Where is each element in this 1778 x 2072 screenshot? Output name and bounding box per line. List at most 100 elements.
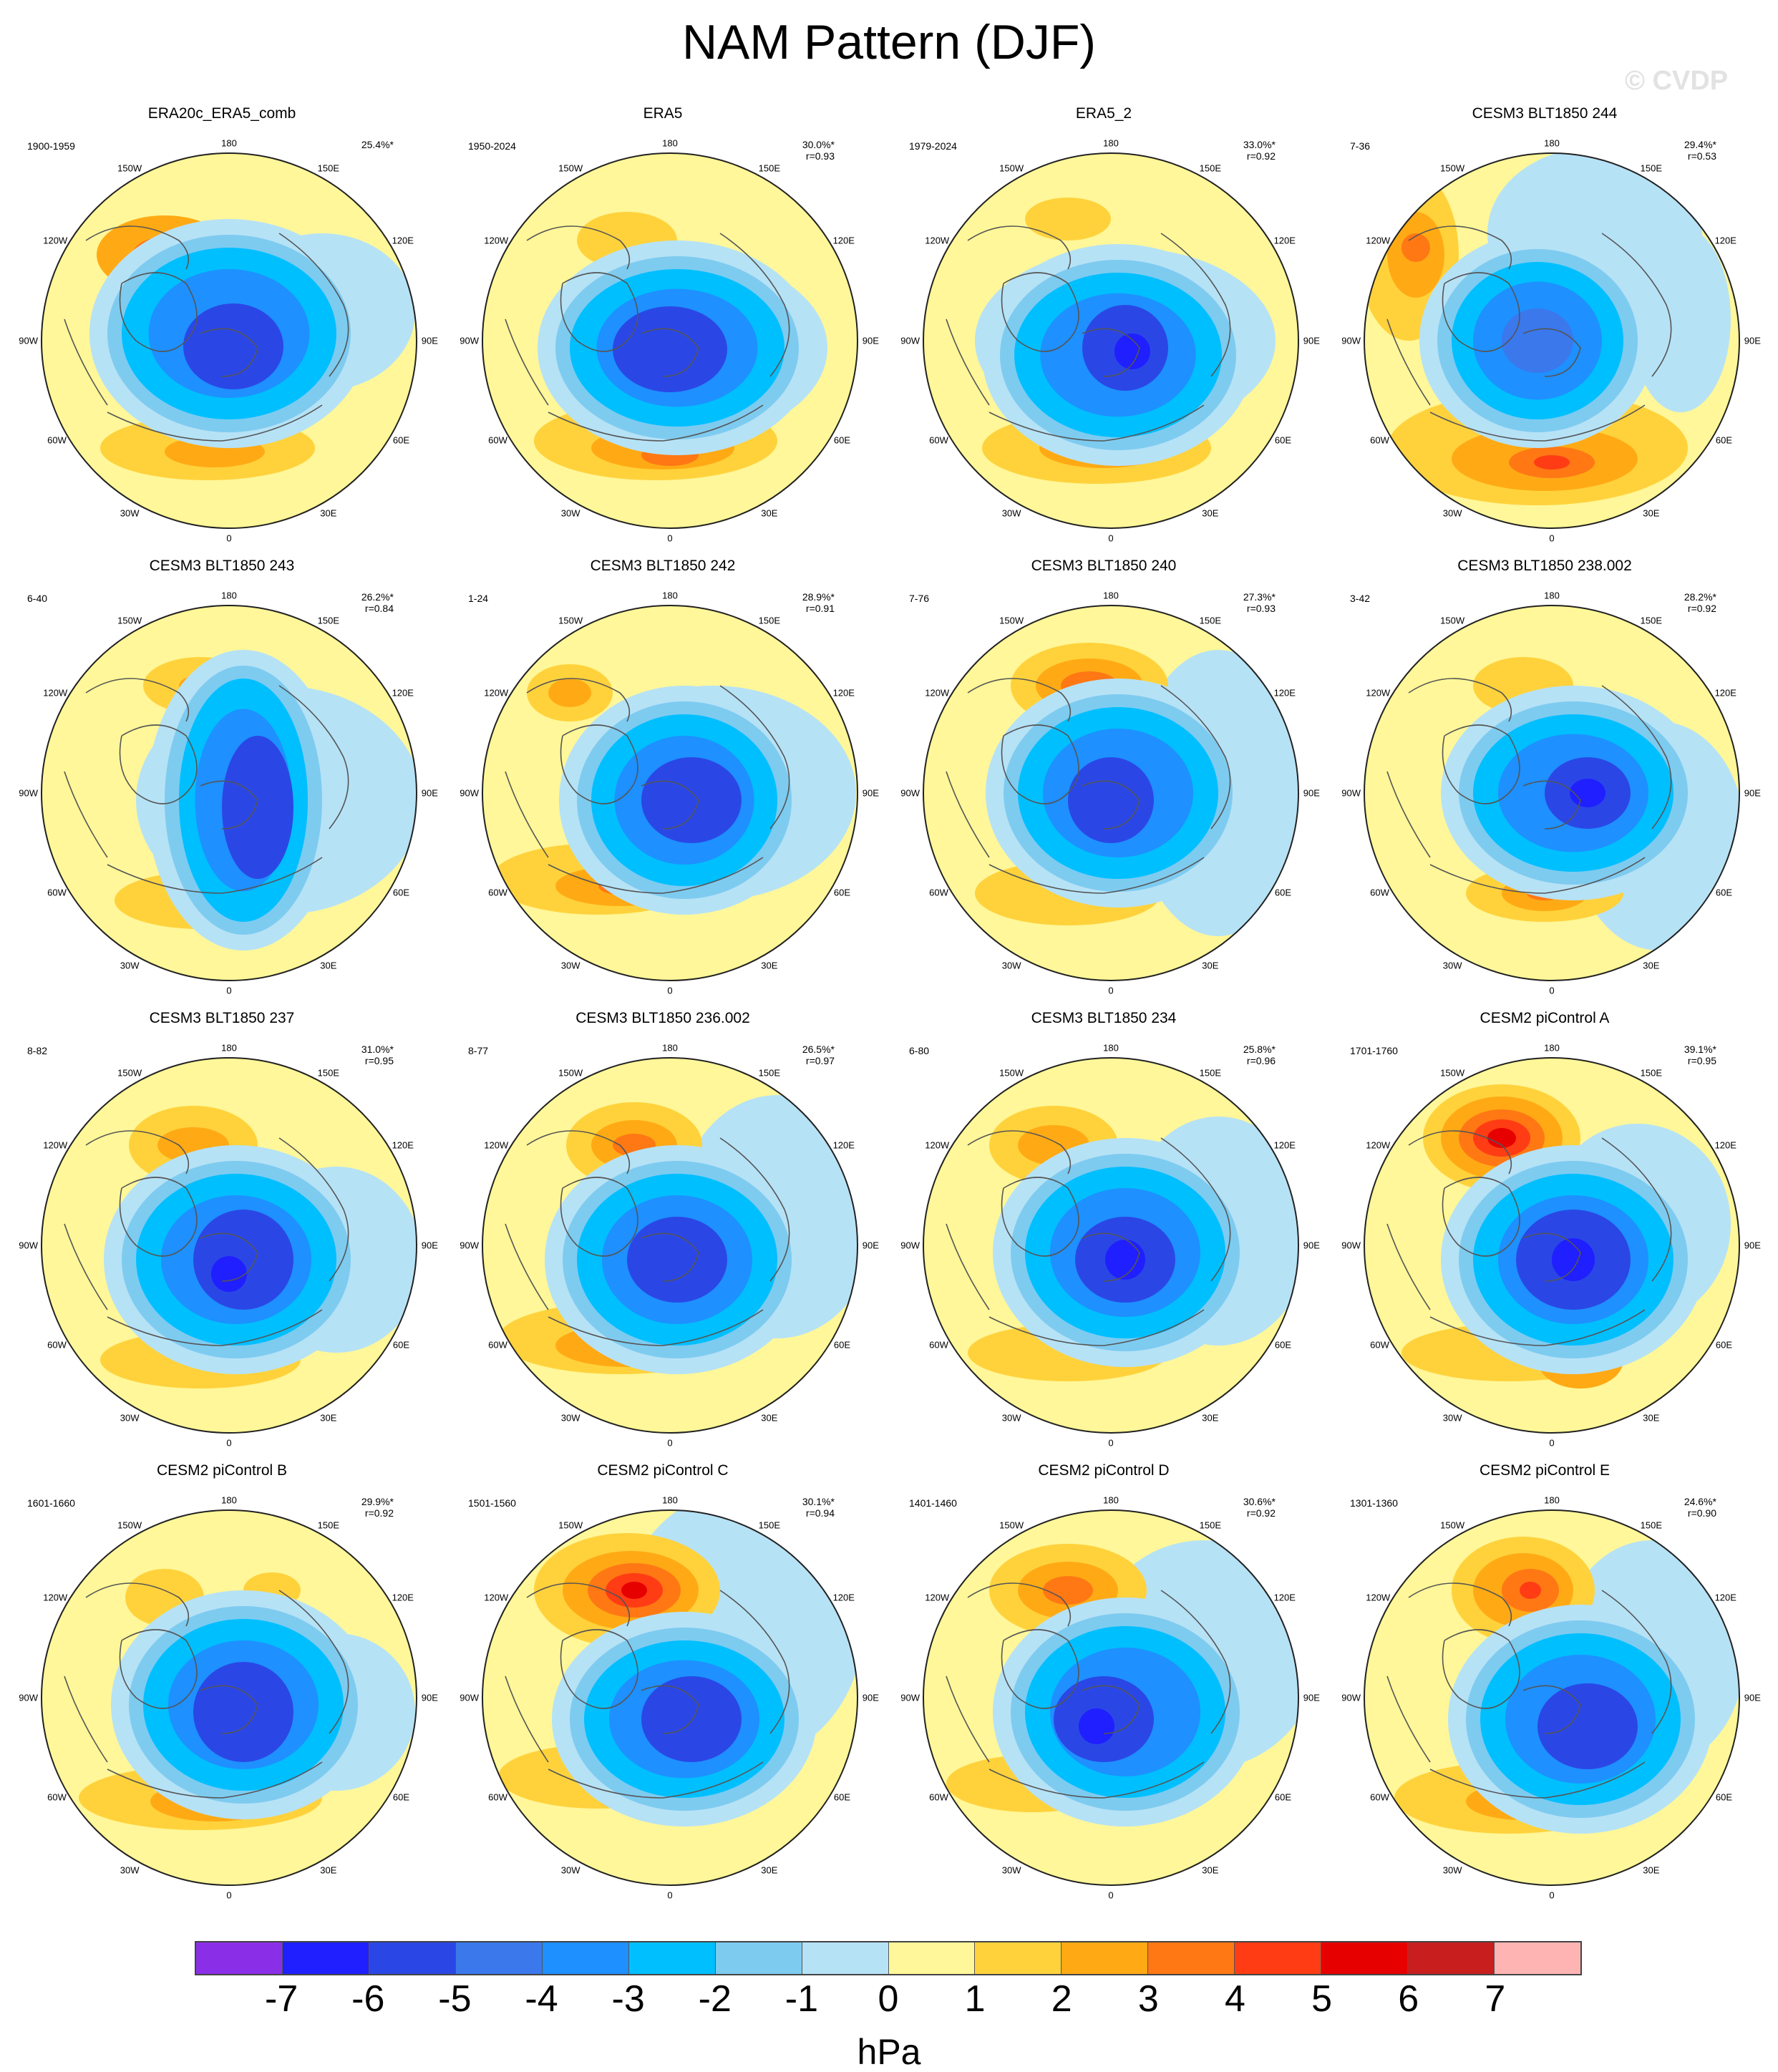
map-panel: ERA5 1950-2024 30.0%* r=0.93 180 150E 120E 90E 6…	[460, 104, 879, 544]
longitude-label: 60E	[392, 1339, 410, 1351]
coastline	[967, 678, 1072, 722]
longitude-label: 0	[1108, 1889, 1114, 1901]
panel-title: ERA20c_ERA5_comb	[147, 105, 296, 122]
colorbar-swatch	[1321, 1942, 1409, 1974]
coastline	[1082, 328, 1140, 377]
longitude-label: 60W	[1370, 1791, 1389, 1803]
coastline	[1429, 404, 1646, 442]
longitude-label: 150E	[1199, 1519, 1222, 1531]
longitude-label: 180	[221, 590, 237, 601]
coastline	[119, 1629, 198, 1709]
negative-anomaly-region	[211, 1256, 247, 1292]
longitude-label: 120W	[43, 1592, 68, 1603]
explained-variance: 39.1%*	[1684, 1044, 1716, 1055]
longitude-label: 120E	[832, 235, 855, 246]
longitude-label: 30E	[1202, 1864, 1219, 1875]
longitude-label: 90W	[460, 787, 480, 799]
panel-stats: 25.4%*	[336, 139, 394, 150]
colorbar-tick-label: 5	[1311, 1978, 1333, 2020]
longitude-label: 30E	[761, 1864, 778, 1875]
explained-variance: 26.2%*	[361, 591, 394, 603]
panel-title: ERA5	[643, 105, 683, 122]
coastline	[946, 1223, 990, 1310]
coastline	[278, 233, 349, 377]
map-boundary	[41, 1057, 417, 1434]
polar-stereographic-map	[923, 1509, 1299, 1886]
panel-stats: 30.1%* r=0.94	[777, 1496, 835, 1519]
coastline	[1522, 328, 1581, 377]
coastline	[1429, 1309, 1646, 1346]
polar-stereographic-map	[1364, 152, 1740, 529]
coastline	[1442, 1177, 1520, 1257]
longitude-label: 90W	[1341, 335, 1361, 346]
negative-anomaly-region	[222, 736, 293, 879]
explained-variance: 28.9%*	[802, 591, 835, 603]
longitude-label: 30W	[1001, 1412, 1021, 1423]
longitude-label: 120E	[1714, 1139, 1736, 1151]
longitude-label: 60E	[833, 887, 851, 898]
coastline	[560, 1177, 638, 1257]
negative-anomaly-region	[641, 757, 742, 843]
panel-period: 3-42	[1350, 593, 1371, 604]
longitude-label: 30E	[761, 960, 778, 971]
longitude-label: 150W	[117, 1067, 142, 1079]
panel-period: 7-76	[909, 593, 930, 604]
coastline	[278, 1590, 349, 1734]
map-boundary	[41, 605, 417, 981]
map-panel: CESM3 BLT1850 237 8-82 31.0%* r=0.95 180 150E…	[19, 1009, 438, 1449]
panel-stats: 33.0%* r=0.92	[1218, 139, 1276, 162]
panel-title: CESM3 BLT1850 238.002	[1457, 558, 1632, 574]
panel-stats: 30.0%* r=0.93	[777, 139, 835, 162]
panel-stats: 25.8%* r=0.96	[1218, 1044, 1276, 1066]
panel-stats: 26.5%* r=0.97	[777, 1044, 835, 1066]
coastline	[641, 780, 699, 830]
longitude-label: 90W	[900, 1240, 920, 1251]
longitude-label: 30W	[560, 1412, 580, 1423]
coastline	[719, 1137, 790, 1282]
coastline	[119, 724, 198, 804]
positive-anomaly-region	[621, 1582, 647, 1599]
longitude-label: 60E	[1715, 887, 1733, 898]
panel-period: 1979-2024	[909, 140, 957, 152]
longitude-label: 0	[226, 1889, 232, 1901]
coastline	[560, 272, 638, 352]
polar-stereographic-map	[482, 1509, 858, 1886]
longitude-label: 90W	[900, 335, 920, 346]
longitude-label: 0	[667, 1437, 673, 1449]
positive-anomaly-region	[1025, 198, 1111, 240]
coastline	[967, 1130, 1072, 1174]
longitude-label: 0	[1108, 1437, 1114, 1449]
panel-title: CESM3 BLT1850 234	[1031, 1010, 1177, 1026]
longitude-label: 150E	[758, 1067, 781, 1079]
map-panel: CESM3 BLT1850 238.002 3-42 28.2%* r=0.92 180…	[1341, 557, 1761, 996]
longitude-label: 0	[1108, 532, 1114, 544]
panel-period: 1301-1360	[1350, 1497, 1398, 1509]
explained-variance: 30.0%*	[802, 139, 835, 150]
longitude-label: 30E	[1643, 960, 1660, 971]
coastline	[548, 1761, 764, 1799]
panel-period: 1601-1660	[27, 1497, 75, 1509]
longitude-label: 0	[1549, 1889, 1555, 1901]
longitude-label: 180	[1544, 1494, 1560, 1506]
longitude-label: 150E	[758, 1519, 781, 1531]
pattern-correlation: r=0.91	[805, 603, 835, 614]
map-panel: CESM3 BLT1850 243 6-40 26.2%* r=0.84 180 150E…	[19, 557, 438, 996]
longitude-label: 60E	[833, 1791, 851, 1803]
colorbar-swatch	[1495, 1942, 1580, 1974]
colorbar-tick-label: -3	[611, 1978, 645, 2020]
panel-stats: 27.3%* r=0.93	[1218, 591, 1276, 614]
longitude-label: 30E	[761, 1412, 778, 1423]
colorbar-tick-label: -2	[698, 1978, 732, 2020]
longitude-label: 180	[1544, 1042, 1560, 1054]
coastline	[1601, 1590, 1672, 1734]
longitude-label: 30E	[320, 1864, 337, 1875]
map-boundary	[923, 152, 1299, 529]
coastline	[1082, 1685, 1140, 1734]
longitude-label: 120W	[925, 1139, 950, 1151]
negative-anomaly-region	[641, 1676, 742, 1762]
panel-period: 8-77	[468, 1045, 489, 1056]
longitude-label: 90E	[862, 335, 879, 346]
longitude-label: 30W	[120, 960, 140, 971]
map-boundary	[482, 152, 858, 529]
polar-stereographic-map	[923, 605, 1299, 981]
